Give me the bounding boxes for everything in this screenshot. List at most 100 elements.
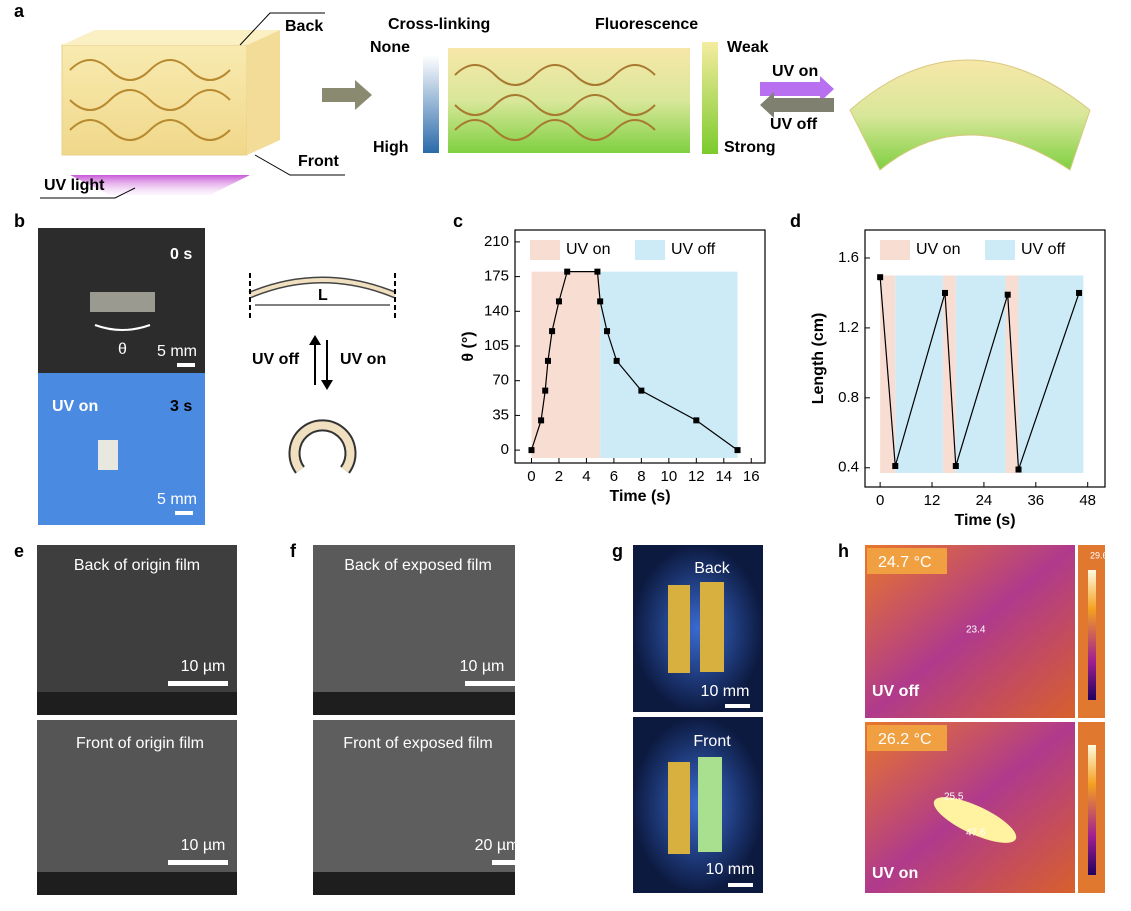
x-tick-label: 16 [743, 468, 760, 485]
data-point [542, 387, 549, 394]
data-point [594, 268, 601, 275]
colorbar [1088, 570, 1096, 700]
label: UV on [340, 351, 386, 368]
label: High [373, 139, 409, 156]
scale-label: 10 mm [701, 683, 750, 700]
temp-box [867, 725, 947, 751]
film [668, 762, 690, 854]
data-point [734, 447, 741, 454]
data-point [613, 357, 620, 364]
x-axis-title: Time (s) [954, 512, 1015, 529]
panel-label: g [612, 541, 623, 561]
panel-label: d [790, 211, 801, 231]
photo [38, 373, 205, 525]
label: Front of origin film [76, 735, 204, 752]
panel-label: f [290, 541, 297, 561]
y-axis-title: Length (cm) [810, 313, 827, 405]
scale-label: 10 µm [181, 658, 226, 675]
y-tick-label: 175 [484, 268, 509, 285]
legend-swatch [530, 240, 560, 260]
scale-label: 10 µm [460, 658, 505, 675]
sem-image [313, 720, 515, 895]
scale-label: 20 µm [475, 837, 520, 854]
arrow-head [309, 335, 321, 345]
label: Back [694, 560, 731, 577]
angle-arrow [94, 324, 151, 331]
data-point [877, 274, 884, 281]
sem-image [313, 545, 515, 715]
label: UV on [872, 865, 918, 882]
leader-line [239, 12, 325, 46]
label: 25.5 [944, 792, 964, 803]
legend-label: UV on [916, 241, 960, 258]
legend-swatch [880, 240, 910, 260]
leader-line [40, 187, 136, 199]
gel-block [448, 48, 690, 153]
y-tick-label: 105 [484, 337, 509, 354]
data-point [952, 463, 959, 470]
scale-bar [728, 883, 753, 887]
sem-image [37, 545, 237, 715]
scale-label: 5 mm [157, 491, 197, 508]
panel-label: b [14, 211, 25, 231]
data-point [544, 357, 551, 364]
panel-label: a [14, 1, 25, 21]
x-tick-label: 48 [1079, 492, 1096, 509]
film [700, 582, 724, 672]
shade-region [600, 271, 738, 459]
sem-footer [313, 692, 515, 715]
y-tick-label: 210 [484, 233, 509, 250]
x-tick-label: 14 [715, 468, 732, 485]
film [668, 585, 690, 673]
sem-footer [37, 692, 237, 715]
data-point [1015, 466, 1022, 473]
film-flat [249, 278, 396, 297]
x-tick-label: 24 [976, 492, 993, 509]
label: Back of origin film [74, 557, 200, 574]
fluorescence-bar [702, 42, 718, 154]
x-tick-label: 0 [876, 492, 884, 509]
label: Weak [727, 39, 769, 56]
shade-region [531, 271, 601, 459]
sem-footer [37, 872, 237, 895]
label: 23.4 [966, 625, 986, 636]
y-tick-label: 140 [484, 302, 509, 319]
label: 0 s [170, 246, 192, 263]
x-tick-label: 2 [555, 468, 563, 485]
scale-label: 5 mm [157, 343, 197, 360]
x-tick-label: 6 [610, 468, 618, 485]
x-tick-label: 12 [688, 468, 705, 485]
scale-bar [177, 363, 195, 367]
data-point [549, 328, 556, 335]
y-tick-label: 1.2 [838, 319, 859, 336]
y-tick-label: 0.8 [838, 389, 859, 406]
photo [633, 545, 763, 712]
label: UV off [872, 683, 920, 700]
x-tick-label: 10 [661, 468, 678, 485]
label: Strong [724, 139, 776, 156]
x-axis-title: Time (s) [609, 488, 670, 505]
panel-label: h [838, 541, 849, 561]
scale-bar [725, 704, 750, 708]
label: UV off [252, 351, 300, 368]
arrow [760, 92, 834, 118]
leader-line [254, 154, 345, 176]
panel-label: c [453, 211, 463, 231]
y-axis-title: θ (°) [460, 331, 477, 361]
legend-swatch [635, 240, 665, 260]
label: Front of exposed film [343, 735, 492, 752]
arrow [322, 80, 372, 110]
x-tick-label: 4 [582, 468, 590, 485]
scale-label: 10 mm [706, 861, 755, 878]
panel-label: e [14, 541, 24, 561]
shade-region [895, 275, 943, 474]
polymer-chains [69, 59, 231, 141]
series-line [530, 271, 738, 451]
legend-label: UV on [566, 241, 610, 258]
sample [98, 440, 118, 470]
data-point [1076, 289, 1083, 296]
scale-bar [168, 860, 228, 865]
label: Fluorescence [595, 16, 698, 33]
